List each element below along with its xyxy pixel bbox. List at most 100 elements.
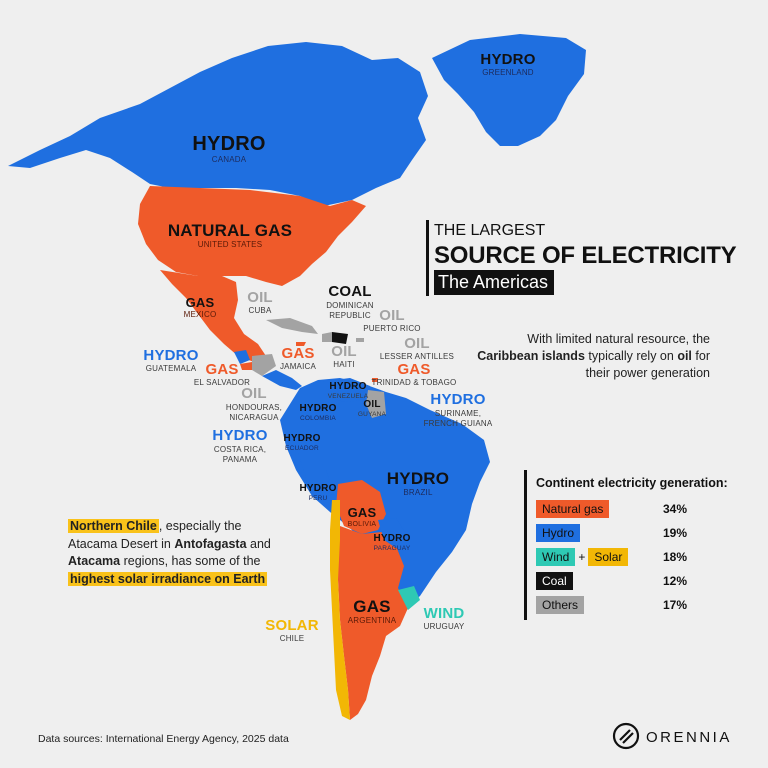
country-text: HAITI bbox=[333, 360, 355, 369]
source-text: NATURAL GAS bbox=[167, 221, 293, 240]
country-text: DOMINICAN REPUBLIC bbox=[326, 301, 374, 320]
title-line-2: SOURCE OF ELECTRICITY bbox=[434, 242, 737, 269]
source-text: GAS bbox=[281, 345, 315, 362]
country-text: MEXICO bbox=[183, 310, 217, 319]
country-text: ECUADOR bbox=[285, 445, 319, 452]
label-suriname: HYDRO SURINAME, FRENCH GUIANA bbox=[418, 392, 498, 429]
source-text: HYDRO bbox=[386, 469, 450, 488]
source-text: HYDRO bbox=[430, 391, 486, 408]
legend-title: Continent electricity generation: bbox=[536, 476, 728, 490]
label-cuba: OIL CUBA bbox=[247, 290, 273, 315]
brand-name: ORENNIA bbox=[646, 729, 732, 746]
chile-note-text: regions, has some of the bbox=[123, 554, 261, 568]
legend-value: 34% bbox=[663, 502, 688, 516]
label-mexico: GAS MEXICO bbox=[184, 296, 217, 319]
country-text: PARAGUAY bbox=[373, 545, 411, 552]
source-text: OIL bbox=[241, 385, 267, 402]
honduras-shape bbox=[252, 354, 276, 376]
mexico-shape bbox=[160, 270, 266, 362]
country-text: GREENLAND bbox=[482, 68, 534, 77]
source-text: COAL bbox=[328, 283, 372, 300]
source-text: HYDRO bbox=[329, 381, 367, 392]
argentina-shape bbox=[336, 526, 408, 720]
label-haiti: OIL HAITI bbox=[331, 344, 357, 369]
title-accent-bar bbox=[426, 220, 429, 296]
source-text: HYDRO bbox=[480, 51, 536, 68]
country-text: COSTA RICA, PANAMA bbox=[213, 445, 267, 464]
label-lesser-antilles: OIL LESSER ANTILLES bbox=[380, 336, 454, 361]
label-costa-rica: HYDRO COSTA RICA, PANAMA bbox=[200, 428, 280, 465]
country-text: PERU bbox=[308, 495, 328, 502]
label-honduras: OIL HONDOURAS, NICARAGUA bbox=[214, 386, 294, 423]
caribbean-note-bold: oil bbox=[677, 349, 692, 363]
chile-note-text: and bbox=[250, 536, 271, 551]
haiti-shape bbox=[322, 332, 332, 342]
brand: ORENNIA bbox=[612, 722, 729, 752]
country-text: PUERTO RICO bbox=[363, 324, 421, 333]
label-guatemala: HYDRO GUATEMALA bbox=[143, 348, 198, 373]
legend-chip: Solar bbox=[588, 548, 629, 566]
chile-note-text: , especially the Atacama Desert in bbox=[68, 519, 242, 551]
source-text: HYDRO bbox=[299, 403, 337, 414]
country-text: URUGUAY bbox=[423, 622, 465, 631]
legend-value: 12% bbox=[663, 574, 688, 588]
label-greenland: HYDRO GREENLAND bbox=[480, 52, 535, 77]
source-text: HYDRO bbox=[192, 133, 266, 155]
source-text: GAS bbox=[353, 597, 391, 616]
source-text: OIL bbox=[404, 335, 430, 352]
country-text: SURINAME, FRENCH GUIANA bbox=[423, 409, 493, 428]
legend: Continent electricity generation: Natura… bbox=[524, 470, 750, 622]
chile-note-bold: Antofagasta bbox=[174, 536, 247, 551]
country-text: COLOMBIA bbox=[300, 415, 336, 422]
puerto-rico-shape bbox=[356, 338, 364, 342]
caribbean-note-text: With limited natural resource, the bbox=[527, 332, 710, 346]
label-venezuela: HYDRO VENEZUELA bbox=[328, 382, 368, 401]
label-dominican-republic: COAL DOMINICAN REPUBLIC bbox=[315, 284, 385, 321]
source-text: GAS bbox=[347, 505, 377, 520]
source-text: HYDRO bbox=[143, 347, 199, 364]
country-text: HONDOURAS, NICARAGUA bbox=[225, 403, 283, 422]
legend-row-hydro: Hydro 19% bbox=[536, 524, 687, 542]
chile-shape bbox=[330, 500, 350, 720]
legend-plus: + bbox=[578, 550, 586, 564]
country-text: GUATEMALA bbox=[145, 364, 197, 373]
label-el-salvador: GAS EL SALVADOR bbox=[194, 362, 250, 387]
label-peru: HYDRO PERU bbox=[299, 484, 336, 503]
caribbean-note-text: for their power generation bbox=[585, 349, 710, 380]
country-text: VENEZUELA bbox=[327, 393, 369, 400]
guatemala-shape bbox=[234, 350, 250, 364]
title-line-1: THE LARGEST bbox=[434, 222, 546, 239]
jamaica-shape bbox=[296, 342, 306, 346]
country-text: CUBA bbox=[248, 306, 272, 315]
country-text: CANADA bbox=[211, 155, 247, 164]
chile-note-bold: Atacama bbox=[68, 554, 121, 568]
legend-row-others: Others 17% bbox=[536, 596, 687, 614]
label-argentina: GAS ARGENTINA bbox=[348, 598, 396, 625]
legend-value: 19% bbox=[663, 526, 688, 540]
title-line-3: The Americas bbox=[434, 270, 555, 295]
label-jamaica: GAS JAMAICA bbox=[280, 346, 316, 371]
label-brazil: HYDRO BRAZIL bbox=[387, 470, 449, 497]
greenland-shape bbox=[432, 34, 586, 146]
legend-chip: Natural gas bbox=[536, 500, 610, 518]
country-text: LESSER ANTILLES bbox=[379, 352, 455, 361]
uruguay-shape bbox=[398, 586, 420, 610]
dominican-republic-shape bbox=[332, 332, 348, 344]
label-trinidad: GAS TRINIDAD & TOBAGO bbox=[372, 362, 457, 387]
trinidad-shape bbox=[372, 378, 378, 382]
legend-accent-bar bbox=[524, 470, 527, 620]
legend-chip: Others bbox=[536, 596, 585, 614]
label-chile: SOLAR CHILE bbox=[265, 618, 319, 643]
source-text: OIL bbox=[331, 343, 357, 360]
country-text: ARGENTINA bbox=[347, 616, 397, 625]
source-text: HYDRO bbox=[212, 427, 268, 444]
country-text: GUYANA bbox=[357, 411, 387, 418]
el-salvador-shape bbox=[240, 362, 252, 370]
label-puerto-rico: OIL PUERTO RICO bbox=[363, 308, 420, 333]
united-states-shape bbox=[138, 186, 366, 286]
label-ecuador: HYDRO ECUADOR bbox=[283, 434, 320, 453]
country-text: BRAZIL bbox=[403, 488, 433, 497]
label-united-states: NATURAL GAS UNITED STATES bbox=[168, 222, 292, 249]
legend-row-wind-solar: Wind + Solar 18% bbox=[536, 548, 687, 566]
